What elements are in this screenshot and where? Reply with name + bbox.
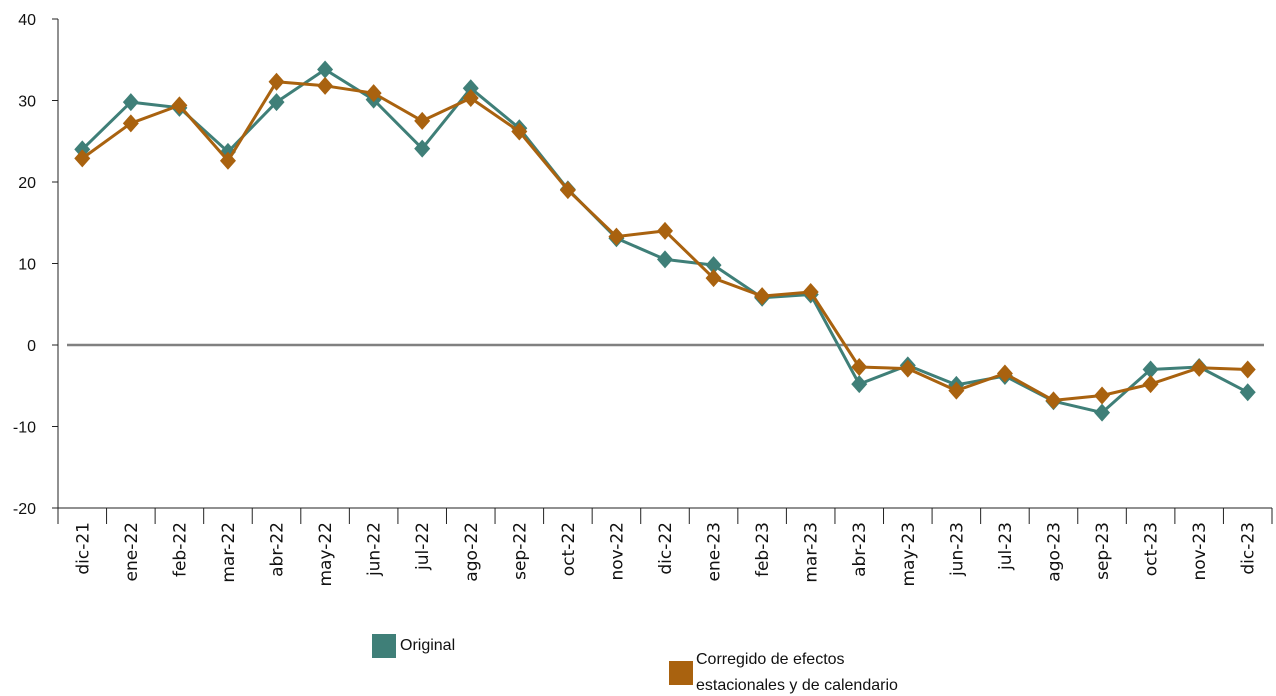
data-point xyxy=(1191,358,1208,377)
series-line xyxy=(81,68,1249,415)
y-axis: -20 -10 0 10 20 30 40 xyxy=(13,12,59,518)
data-point xyxy=(122,93,139,112)
x-tick-label: dic-21 xyxy=(73,522,93,575)
data-point xyxy=(705,269,722,288)
data-point xyxy=(462,79,479,98)
data-point xyxy=(1142,360,1159,379)
data-point xyxy=(802,283,819,302)
x-tick-label: feb-22 xyxy=(170,522,190,577)
x-tick-label: may-23 xyxy=(899,522,919,587)
data-point xyxy=(851,375,868,394)
x-tick-label: oct-23 xyxy=(1142,522,1162,576)
data-point xyxy=(317,76,334,95)
y-tick-label: 0 xyxy=(27,338,36,355)
x-tick-label: jul-23 xyxy=(996,522,1016,571)
data-point xyxy=(705,256,722,275)
data-point xyxy=(899,359,916,378)
data-point xyxy=(559,181,576,200)
x-tick-label: ago-22 xyxy=(462,522,482,582)
x-tick-label: sep-23 xyxy=(1093,522,1113,580)
line-chart: -20 -10 0 10 20 30 40 dic-21 ene-22 feb-22 mar-22… xyxy=(13,12,1273,587)
data-point xyxy=(1094,403,1111,422)
data-point xyxy=(365,84,382,103)
x-tick-label: dic-23 xyxy=(1239,522,1259,575)
x-tick-label: ago-23 xyxy=(1044,522,1064,582)
series-layer xyxy=(74,60,1256,422)
x-axis: dic-21 ene-22 feb-22 mar-22 abr-22 may-22 jun-… xyxy=(57,507,1273,587)
x-tick-label: feb-23 xyxy=(753,522,773,577)
data-point xyxy=(1045,391,1062,410)
data-point xyxy=(122,114,139,133)
legend-label-corregido-line1: Corregido de efectos xyxy=(696,651,845,668)
data-point xyxy=(317,60,334,79)
legend-swatch-corregido xyxy=(669,661,693,685)
y-tick-label: -20 xyxy=(13,501,36,518)
data-point xyxy=(219,151,236,170)
data-point xyxy=(1239,383,1256,402)
data-point xyxy=(1142,375,1159,394)
x-tick-label: ene-23 xyxy=(705,522,725,581)
x-tick-label: ene-22 xyxy=(122,522,142,581)
x-tick-label: mar-22 xyxy=(219,522,239,583)
x-tick-label: jun-23 xyxy=(947,522,967,577)
x-tick-label: oct-22 xyxy=(559,522,579,576)
data-point xyxy=(268,72,285,91)
x-tick-label: abr-23 xyxy=(850,522,870,577)
data-point xyxy=(268,93,285,112)
y-tick-label: 40 xyxy=(18,12,36,29)
y-tick-label: -10 xyxy=(13,420,36,437)
x-tick-label: may-22 xyxy=(316,522,336,587)
x-tick-label: nov-22 xyxy=(607,522,627,581)
data-point xyxy=(462,89,479,108)
x-tick-label: jun-22 xyxy=(365,522,385,577)
y-tick-label: 30 xyxy=(18,94,36,111)
data-point xyxy=(996,364,1013,383)
data-point xyxy=(414,111,431,130)
data-point xyxy=(74,149,91,168)
x-tick-label: jul-22 xyxy=(413,522,433,571)
data-point xyxy=(171,96,188,115)
x-tick-label: nov-23 xyxy=(1190,522,1210,581)
series-original xyxy=(74,60,1256,422)
data-point xyxy=(608,227,625,246)
data-point xyxy=(754,287,771,306)
legend-swatch-original xyxy=(372,634,396,658)
data-point xyxy=(1239,360,1256,379)
legend-label-corregido-line2: estacionales y de calendario xyxy=(696,677,898,694)
legend-label-original: Original xyxy=(400,637,456,654)
data-point xyxy=(414,139,431,158)
series-line xyxy=(81,80,1248,402)
data-point xyxy=(657,221,673,240)
x-tick-label: sep-22 xyxy=(510,522,530,580)
y-tick-label: 10 xyxy=(18,257,36,274)
series-corregido xyxy=(74,72,1256,410)
data-point xyxy=(1094,386,1111,405)
data-point xyxy=(948,381,965,400)
data-point xyxy=(851,358,868,377)
data-point xyxy=(657,250,673,269)
x-tick-label: dic-22 xyxy=(656,522,676,575)
x-tick-label: abr-22 xyxy=(268,522,288,577)
x-tick-label: mar-23 xyxy=(802,522,822,583)
y-tick-label: 20 xyxy=(18,175,36,192)
data-point xyxy=(511,122,528,141)
